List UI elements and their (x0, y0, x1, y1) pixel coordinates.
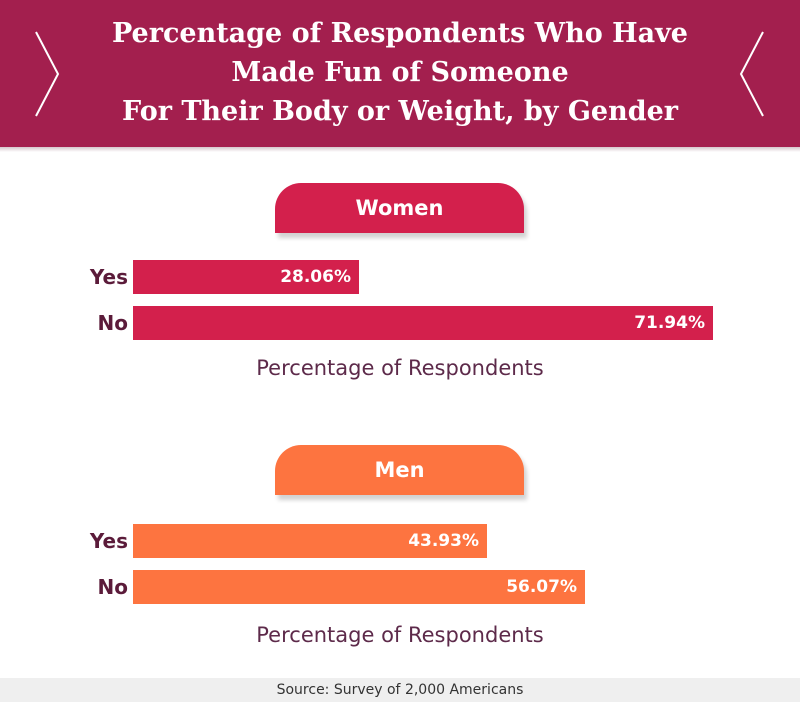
title-line-1: Percentage of Respondents Who Have (111, 18, 688, 49)
men-no-label: No (97, 575, 128, 599)
men-no-value: 56.07% (506, 577, 577, 597)
chevron-right-icon (35, 31, 60, 117)
women-no-bar: 71.94% (133, 306, 713, 340)
women-panel-tab: Women (275, 183, 524, 233)
source-footer: Source: Survey of 2,000 Americans (0, 678, 800, 702)
women-yes-bar: 28.06% (133, 260, 359, 294)
women-yes-value: 28.06% (280, 267, 351, 287)
title-line-3: For Their Body or Weight, by Gender (122, 96, 678, 127)
men-x-axis-label: Percentage of Respondents (256, 623, 544, 647)
header-shadow (0, 147, 800, 152)
title-line-2: Made Fun of Someone (231, 57, 569, 88)
men-no-bar: 56.07% (133, 570, 585, 604)
chart-title: Percentage of Respondents Who Have Made … (90, 14, 710, 131)
women-x-axis-label: Percentage of Respondents (256, 356, 544, 380)
men-yes-label: Yes (89, 529, 128, 553)
men-yes-value: 43.93% (408, 531, 479, 551)
header-banner: Percentage of Respondents Who Have Made … (0, 0, 800, 147)
men-yes-bar: 43.93% (133, 524, 487, 558)
women-yes-label: Yes (89, 265, 128, 289)
men-panel-tab: Men (275, 445, 524, 495)
women-no-label: No (97, 311, 128, 335)
women-no-value: 71.94% (634, 313, 705, 333)
chevron-left-icon (739, 31, 764, 117)
